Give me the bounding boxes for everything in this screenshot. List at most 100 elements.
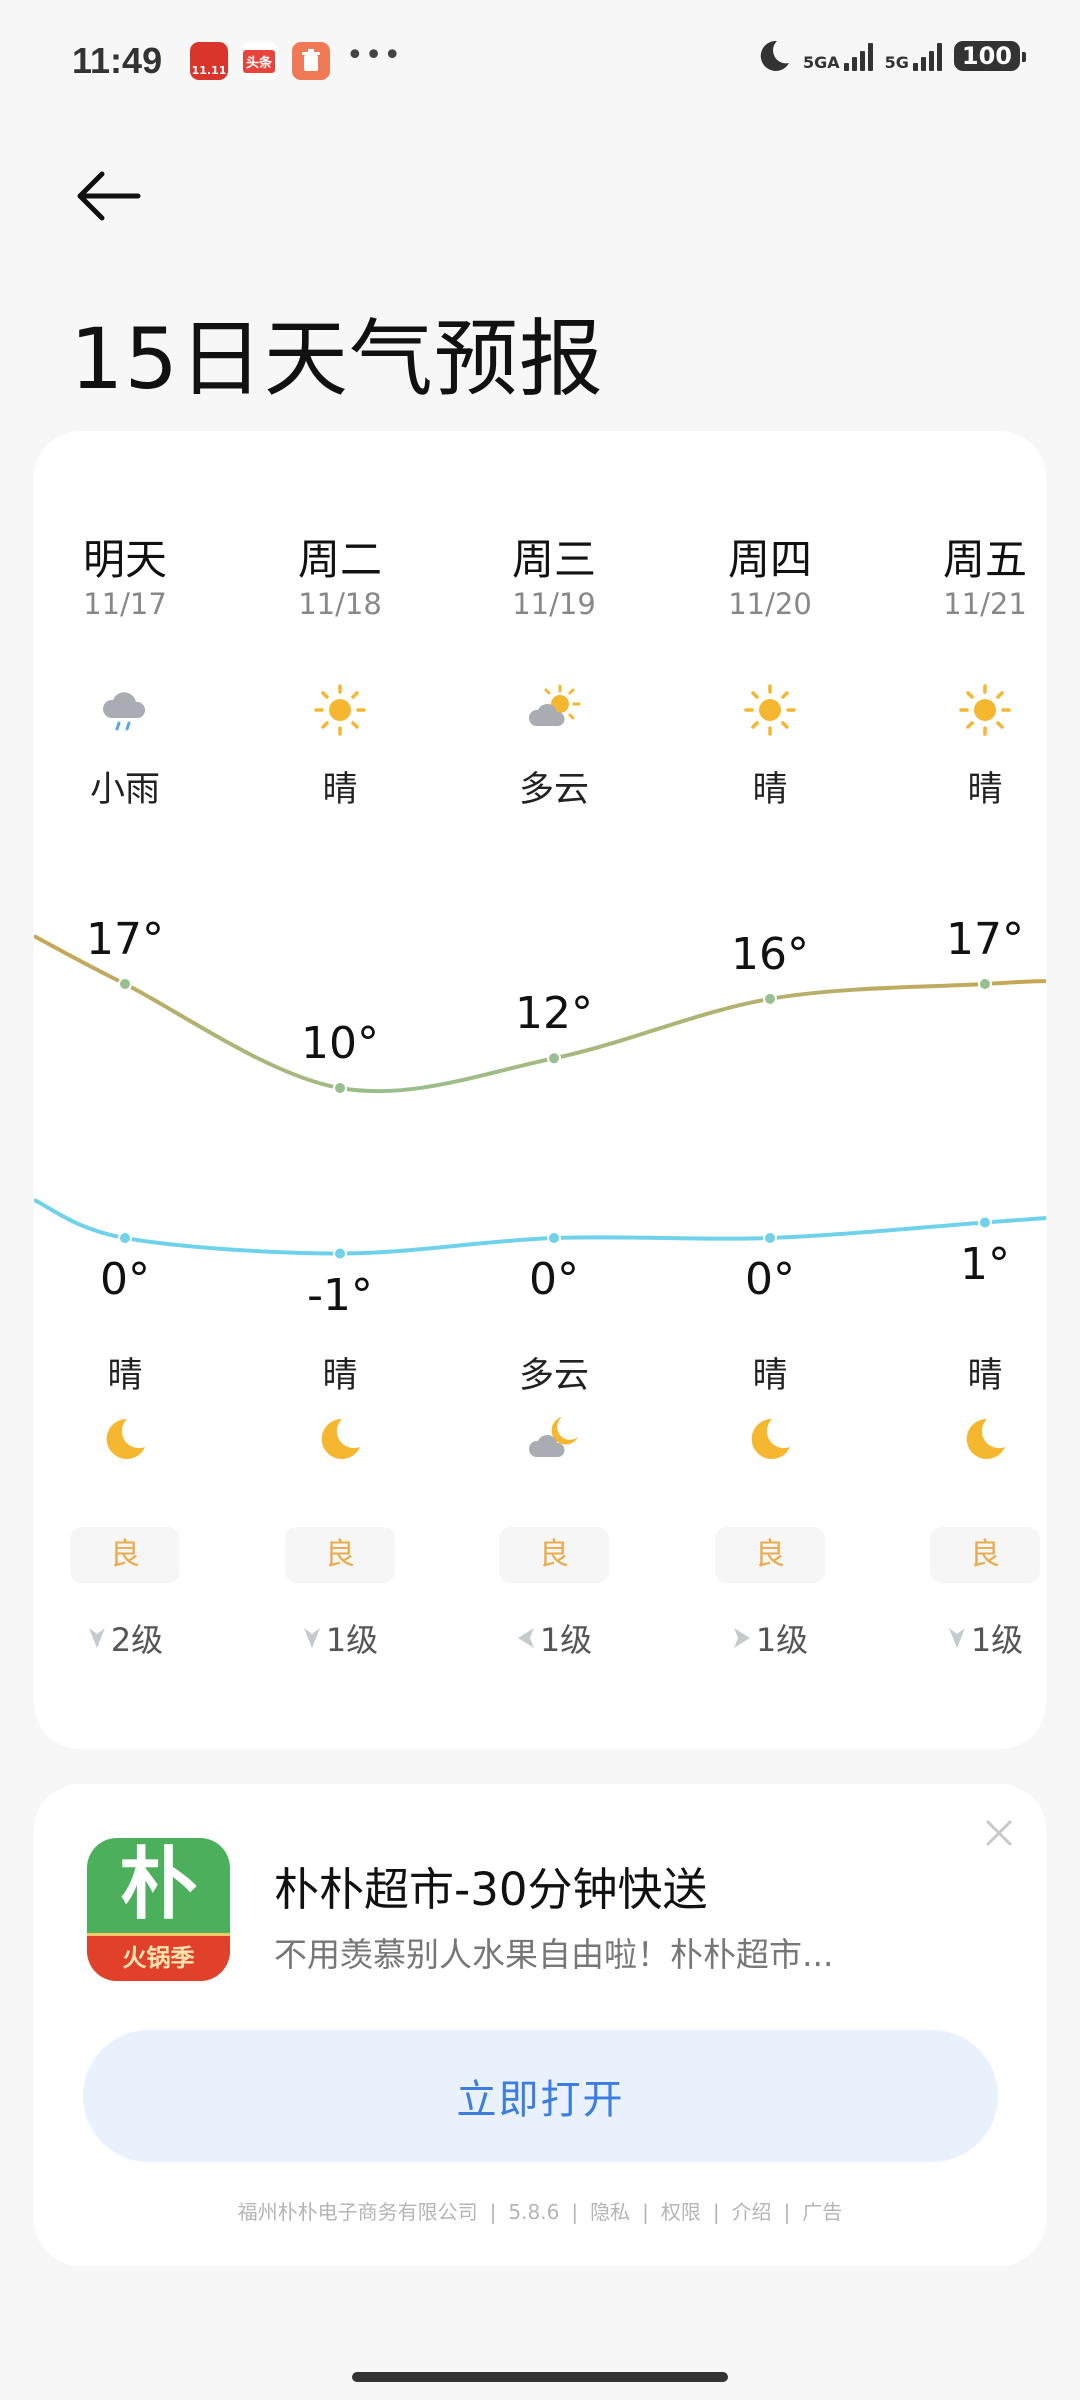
night-condition: 晴 [752,1356,788,1396]
sun-icon [885,682,1080,742]
moon-icon [670,1411,870,1471]
signal-icon-1 [843,41,873,71]
footer-company: 福州朴朴电子商务有限公司 [237,2200,478,2224]
close-icon[interactable] [982,1816,1016,1850]
app-icon-logo: 朴 [119,1842,198,1928]
high-temp-point [118,977,132,991]
day-date: 11/18 [298,587,382,621]
wind-info: 2级 [25,1615,225,1661]
wind-level: 1级 [755,1621,809,1659]
day-date: 11/21 [943,587,1027,621]
partly-cloudy-icon [454,682,654,742]
day-date: 11/20 [728,587,812,621]
network-type-1: 5GA [802,53,840,72]
wind-direction-icon [948,1628,965,1648]
low-temp-point [978,1215,992,1230]
day-column[interactable]: 周二 11/18 [240,526,440,621]
high-temp-label: 12° [515,988,593,1040]
signal-icon-2 [912,41,942,71]
high-temp-label: 17° [86,914,164,965]
aqi-badge[interactable]: 良 [240,1527,440,1583]
wind-level: 1级 [539,1621,593,1659]
home-indicator[interactable] [352,2372,728,2382]
day-name: 周三 [511,535,596,584]
day-condition: 晴 [967,770,1003,810]
footer-version: 5.8.6 [508,2200,560,2224]
moon-icon [25,1411,225,1471]
aqi-badge[interactable]: 良 [25,1527,225,1583]
forecast-card[interactable]: 明天 11/17 小雨 17° 0° 晴 良 2级 周二 11/18 晴 10°… [34,431,1046,1749]
open-app-button[interactable]: 立即打开 [83,2030,998,2162]
day-column[interactable]: 明天 11/17 [25,526,225,621]
night-condition: 晴 [107,1356,143,1396]
moon-icon [240,1411,440,1471]
footer-privacy-link[interactable]: 隐私 [590,2200,631,2224]
day-date: 11/19 [512,587,596,621]
app-icon[interactable]: 朴 火锅季 [87,1838,230,1981]
wind-level: 1级 [325,1621,379,1659]
footer-permissions-link[interactable]: 权限 [660,2200,701,2224]
day-condition: 多云 [518,770,589,810]
aqi-label: 良 [499,1527,609,1583]
temperature-chart [34,934,1046,1261]
aqi-label: 良 [930,1527,1040,1583]
wind-info: 1级 [670,1615,870,1661]
page-title: 15日天气预报 [70,310,604,408]
wind-info: 1级 [454,1615,654,1661]
day-column[interactable]: 周三 11/19 [454,526,654,621]
moon-cloud-icon [454,1411,654,1471]
high-temp-label: 10° [301,1018,379,1070]
aqi-badge[interactable]: 良 [454,1527,654,1583]
aqi-label: 良 [285,1527,395,1583]
aqi-badge[interactable]: 良 [885,1527,1080,1583]
footer-ad-label: 广告 [802,2200,843,2224]
high-temp-point [763,991,777,1006]
high-temp-point [333,1081,347,1096]
high-temp-line [34,934,1046,1094]
battery-indicator: 100 [953,41,1027,71]
arrow-left-icon[interactable] [72,168,144,224]
high-temp-point [547,1051,561,1066]
day-name: 周五 [942,535,1027,584]
day-column[interactable]: 周五 11/21 [885,526,1080,621]
night-condition: 晴 [322,1356,358,1396]
wind-info: 1级 [240,1615,440,1661]
night-condition: 多云 [518,1356,589,1396]
wind-direction-icon [88,1628,105,1648]
day-name: 周四 [727,535,812,584]
ad-title[interactable]: 朴朴超市-30分钟快送 [274,1863,708,1916]
wind-info: 1级 [885,1615,1080,1661]
more-notifications: ••• [346,38,403,73]
day-condition: 晴 [752,770,788,810]
wind-direction-icon [517,1628,534,1648]
low-temp-line [34,1198,1046,1256]
aqi-badge[interactable]: 良 [670,1527,870,1583]
low-temp-label: 1° [960,1238,1010,1290]
day-condition: 小雨 [89,770,160,810]
aqi-label: 良 [715,1527,825,1583]
day-name: 周二 [297,535,382,584]
day-date: 11/17 [83,587,167,621]
high-temp-point [978,977,992,991]
app-icon-badge: 火锅季 [87,1933,230,1981]
do-not-disturb-moon-icon [760,40,789,71]
low-temp-point [763,1231,777,1245]
footer-intro-link[interactable]: 介绍 [731,2200,772,2224]
high-temp-label: 16° [731,928,809,980]
day-name: 明天 [82,535,167,584]
toutiao-icon: 头条 [242,49,275,73]
cloud-rain-icon [25,682,225,742]
network-type-2: 5G [884,53,909,72]
low-temp-label: -1° [307,1269,373,1321]
low-temp-point [547,1231,561,1245]
tmall-1111-icon: 11.11 [190,42,228,80]
ad-subtitle: 不用羡慕别人水果自由啦！朴朴超市... [274,1935,834,1974]
day-column[interactable]: 周四 11/20 [670,526,870,621]
status-time: 11:49 [72,40,163,81]
sun-icon [670,682,870,742]
wind-direction-icon [303,1628,320,1648]
high-temp-label: 17° [946,914,1024,965]
moon-icon [885,1411,1080,1471]
status-bar: 11:49 11.11 头条 ••• 5GA 5G 100 [0,0,1080,124]
low-temp-point [118,1231,132,1245]
